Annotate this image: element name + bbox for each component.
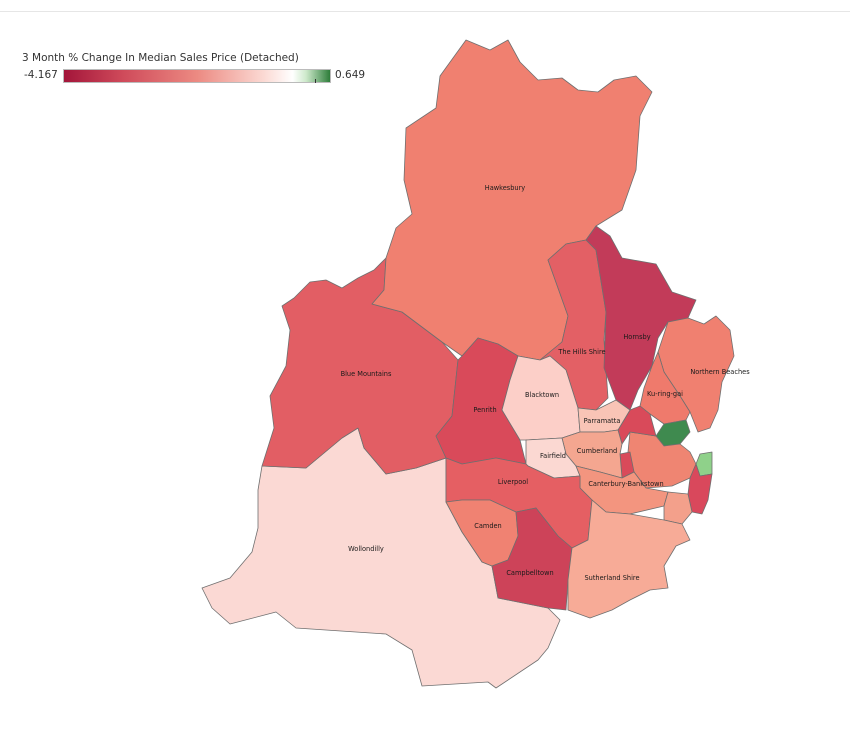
region-randwick[interactable] [687,463,713,515]
label-penrith: Penrith [473,406,496,414]
label-camden: Camden [474,522,502,530]
label-hornsby: Hornsby [623,333,650,341]
region-ryde[interactable] [617,405,657,445]
region-georges-river[interactable] [663,491,693,525]
label-hawkesbury: Hawkesbury [485,184,526,192]
label-northern-beaches: Northern Beaches [690,368,750,376]
region-hornsby[interactable] [585,225,697,411]
color-legend: 3 Month % Change In Median Sales Price (… [22,52,372,92]
label-parramatta: Parramatta [584,417,621,425]
legend-zero-tick [315,79,316,83]
top-divider [0,11,850,12]
label-fairfield: Fairfield [540,452,566,460]
label-the-hills-shire: The Hills Shire [557,348,605,356]
label-liverpool: Liverpool [498,478,528,486]
legend-min-label: -4.167 [24,69,58,81]
label-wollondilly: Wollondilly [348,545,384,553]
label-ku-ring-gai: Ku-ring-gai [647,390,683,398]
label-blacktown: Blacktown [525,391,559,399]
label-sutherland-shire: Sutherland Shire [584,574,639,582]
legend-max-label: 0.649 [335,69,366,81]
region-campbelltown[interactable] [491,507,573,611]
legend-color-ramp[interactable] [63,69,331,83]
region-sutherland-shire[interactable] [567,499,691,619]
label-blue-mountains: Blue Mountains [341,370,392,378]
legend-title: 3 Month % Change In Median Sales Price (… [22,52,299,64]
label-campbelltown: Campbelltown [506,569,553,577]
label-canterbury-bankstown: Canterbury-Bankstown [588,480,663,488]
label-cumberland: Cumberland [577,447,617,455]
